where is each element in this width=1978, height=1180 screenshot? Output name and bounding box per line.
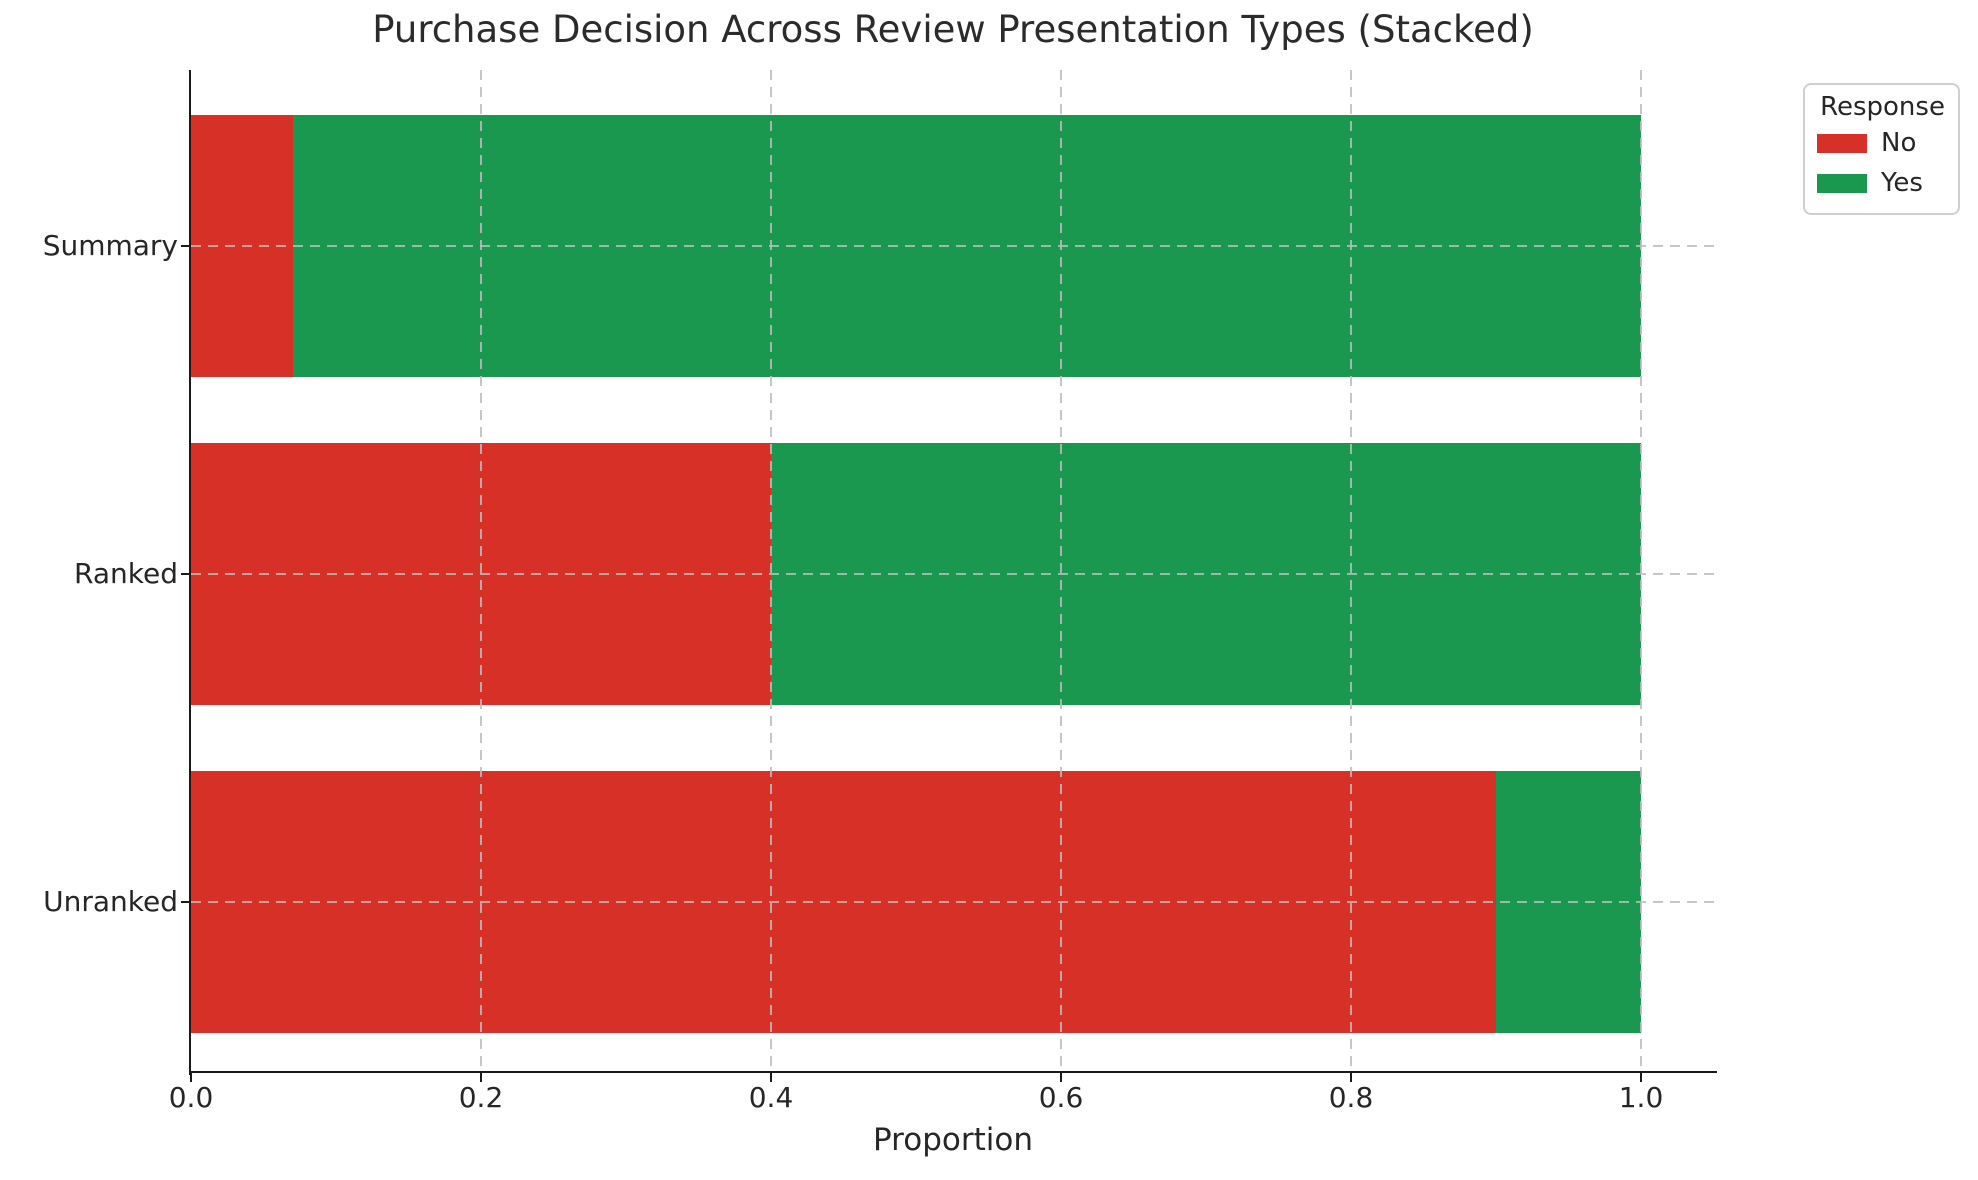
x-tick-0.0 <box>190 1073 192 1082</box>
y-tick-label-ranked: Ranked <box>74 557 178 590</box>
legend-entry-no: No <box>1817 123 1948 163</box>
x-tick-label-0.0: 0.0 <box>168 1081 214 1114</box>
gridline-v-0.4 <box>770 70 772 1072</box>
legend-entries: No Yes <box>1817 123 1948 203</box>
gridline-v-0.8 <box>1350 70 1352 1072</box>
x-tick-label-0.6: 0.6 <box>1038 1081 1084 1114</box>
legend-swatch-yes <box>1817 173 1867 193</box>
x-tick-label-0.4: 0.4 <box>748 1081 794 1114</box>
y-tick-summary <box>181 245 190 247</box>
chart-title: Purchase Decision Across Review Presenta… <box>372 8 1534 51</box>
x-tick-0.4 <box>770 1073 772 1082</box>
legend-label-no: No <box>1881 128 1917 158</box>
y-tick-label-unranked: Unranked <box>43 885 178 918</box>
legend: Response No Yes <box>1803 83 1960 215</box>
gridline-v-0.2 <box>480 70 482 1072</box>
x-tick-1.0 <box>1640 1073 1642 1082</box>
gridline-h-unranked <box>191 901 1715 903</box>
x-tick-label-0.2: 0.2 <box>458 1081 504 1114</box>
y-tick-label-summary: Summary <box>42 229 178 262</box>
legend-entry-yes: Yes <box>1817 163 1948 203</box>
x-tick-0.2 <box>480 1073 482 1082</box>
legend-label-yes: Yes <box>1881 168 1923 198</box>
x-tick-label-0.8: 0.8 <box>1328 1081 1374 1114</box>
gridline-v-0.6 <box>1060 70 1062 1072</box>
y-tick-unranked <box>181 901 190 903</box>
gridline-h-summary <box>191 245 1715 247</box>
legend-title: Response <box>1820 92 1945 122</box>
y-tick-ranked <box>181 573 190 575</box>
x-axis-spine <box>189 1071 1717 1073</box>
gridline-h-ranked <box>191 573 1715 575</box>
x-tick-0.6 <box>1060 1073 1062 1082</box>
y-axis-spine <box>189 70 191 1075</box>
x-tick-0.8 <box>1350 1073 1352 1082</box>
gridline-v-1.0 <box>1640 70 1642 1072</box>
legend-swatch-no <box>1817 133 1867 153</box>
x-axis-title: Proportion <box>873 1122 1033 1158</box>
x-tick-label-1.0: 1.0 <box>1618 1081 1664 1114</box>
plot-area <box>191 70 1715 1072</box>
